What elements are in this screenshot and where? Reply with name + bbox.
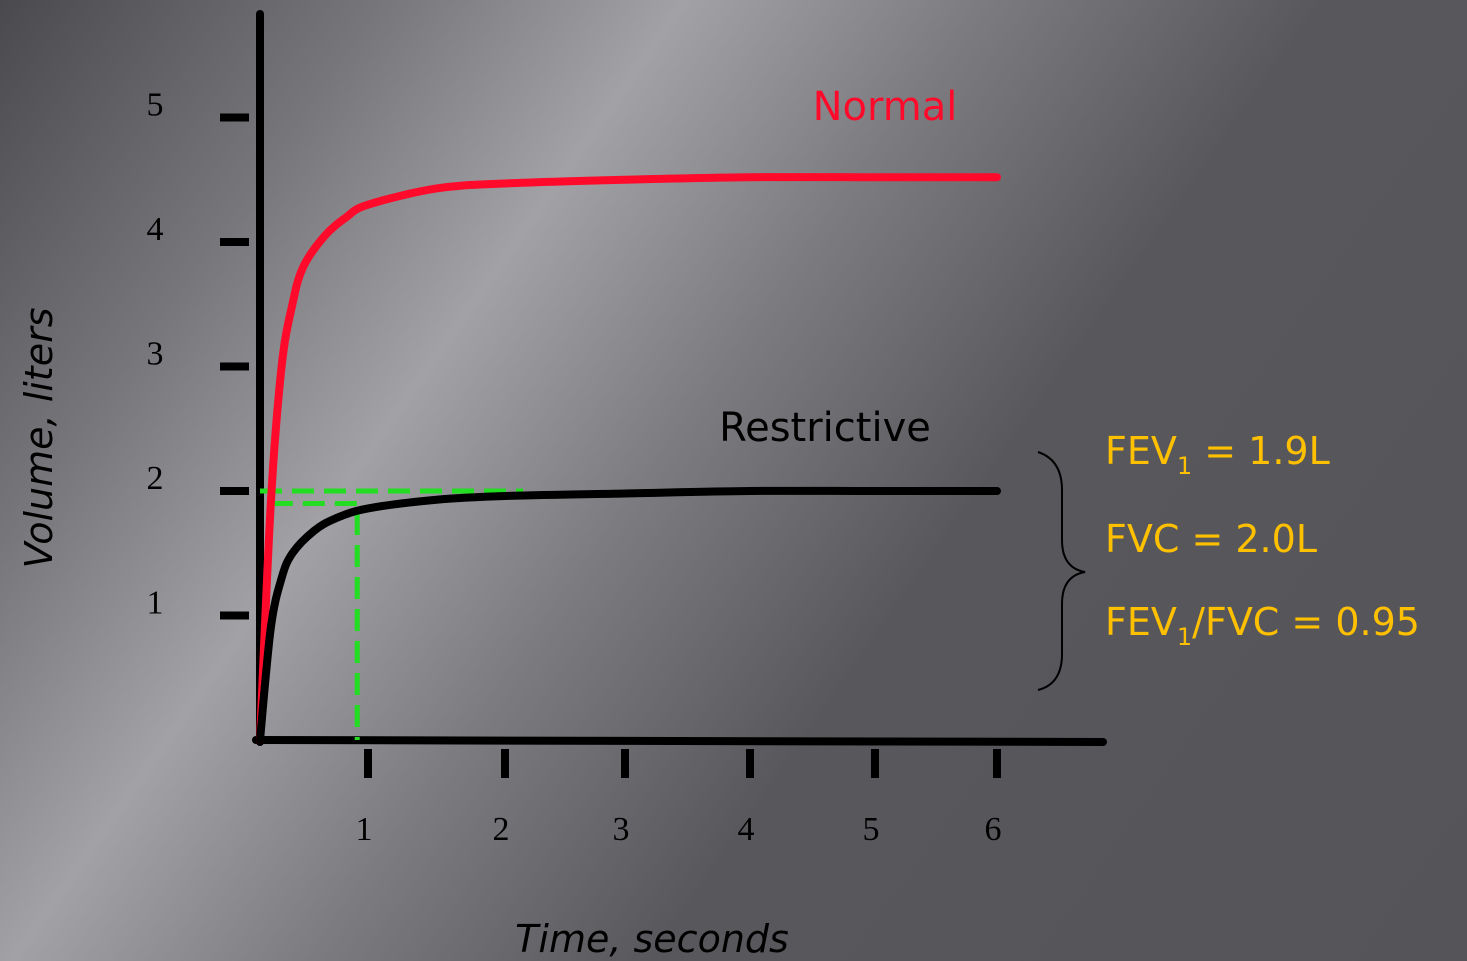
reference-dashed-line: [270, 500, 360, 740]
annotation-ratio: FEV1/FVC = 0.95: [1105, 600, 1420, 651]
series-label-restrictive: Restrictive: [719, 405, 931, 451]
x-tick-label: 4: [738, 811, 755, 848]
series-label-normal: Normal: [813, 84, 958, 130]
axis-ticks: 1 2 3 4 5 1 2 3 4 5 6: [147, 87, 1002, 849]
series-lines: [256, 173, 1001, 744]
y-tick-label: 3: [147, 336, 164, 373]
y-tick-label: 4: [147, 211, 164, 248]
y-tick-label: 5: [147, 87, 164, 124]
y-axis-title: Volume, liters: [17, 307, 61, 568]
x-axis-title: Time, seconds: [515, 917, 789, 961]
series-line-restrictive: [256, 486, 1001, 744]
y-tick-label: 1: [147, 585, 164, 622]
reference-lines: [260, 488, 523, 740]
x-axis: [252, 736, 1107, 746]
annotation-brace: [1037, 451, 1086, 691]
x-tick-label: 6: [985, 811, 1002, 848]
series-line-normal: [256, 173, 1001, 744]
annotation-fev1: FEV1 = 1.9L: [1105, 429, 1330, 480]
y-tick-label: 2: [147, 460, 164, 497]
annotation-fvc: FVC = 2.0L: [1105, 517, 1317, 561]
x-tick-label: 1: [356, 811, 373, 848]
x-tick-label: 3: [613, 811, 630, 848]
x-tick-label: 2: [493, 811, 510, 848]
x-tick-label: 5: [863, 811, 880, 848]
